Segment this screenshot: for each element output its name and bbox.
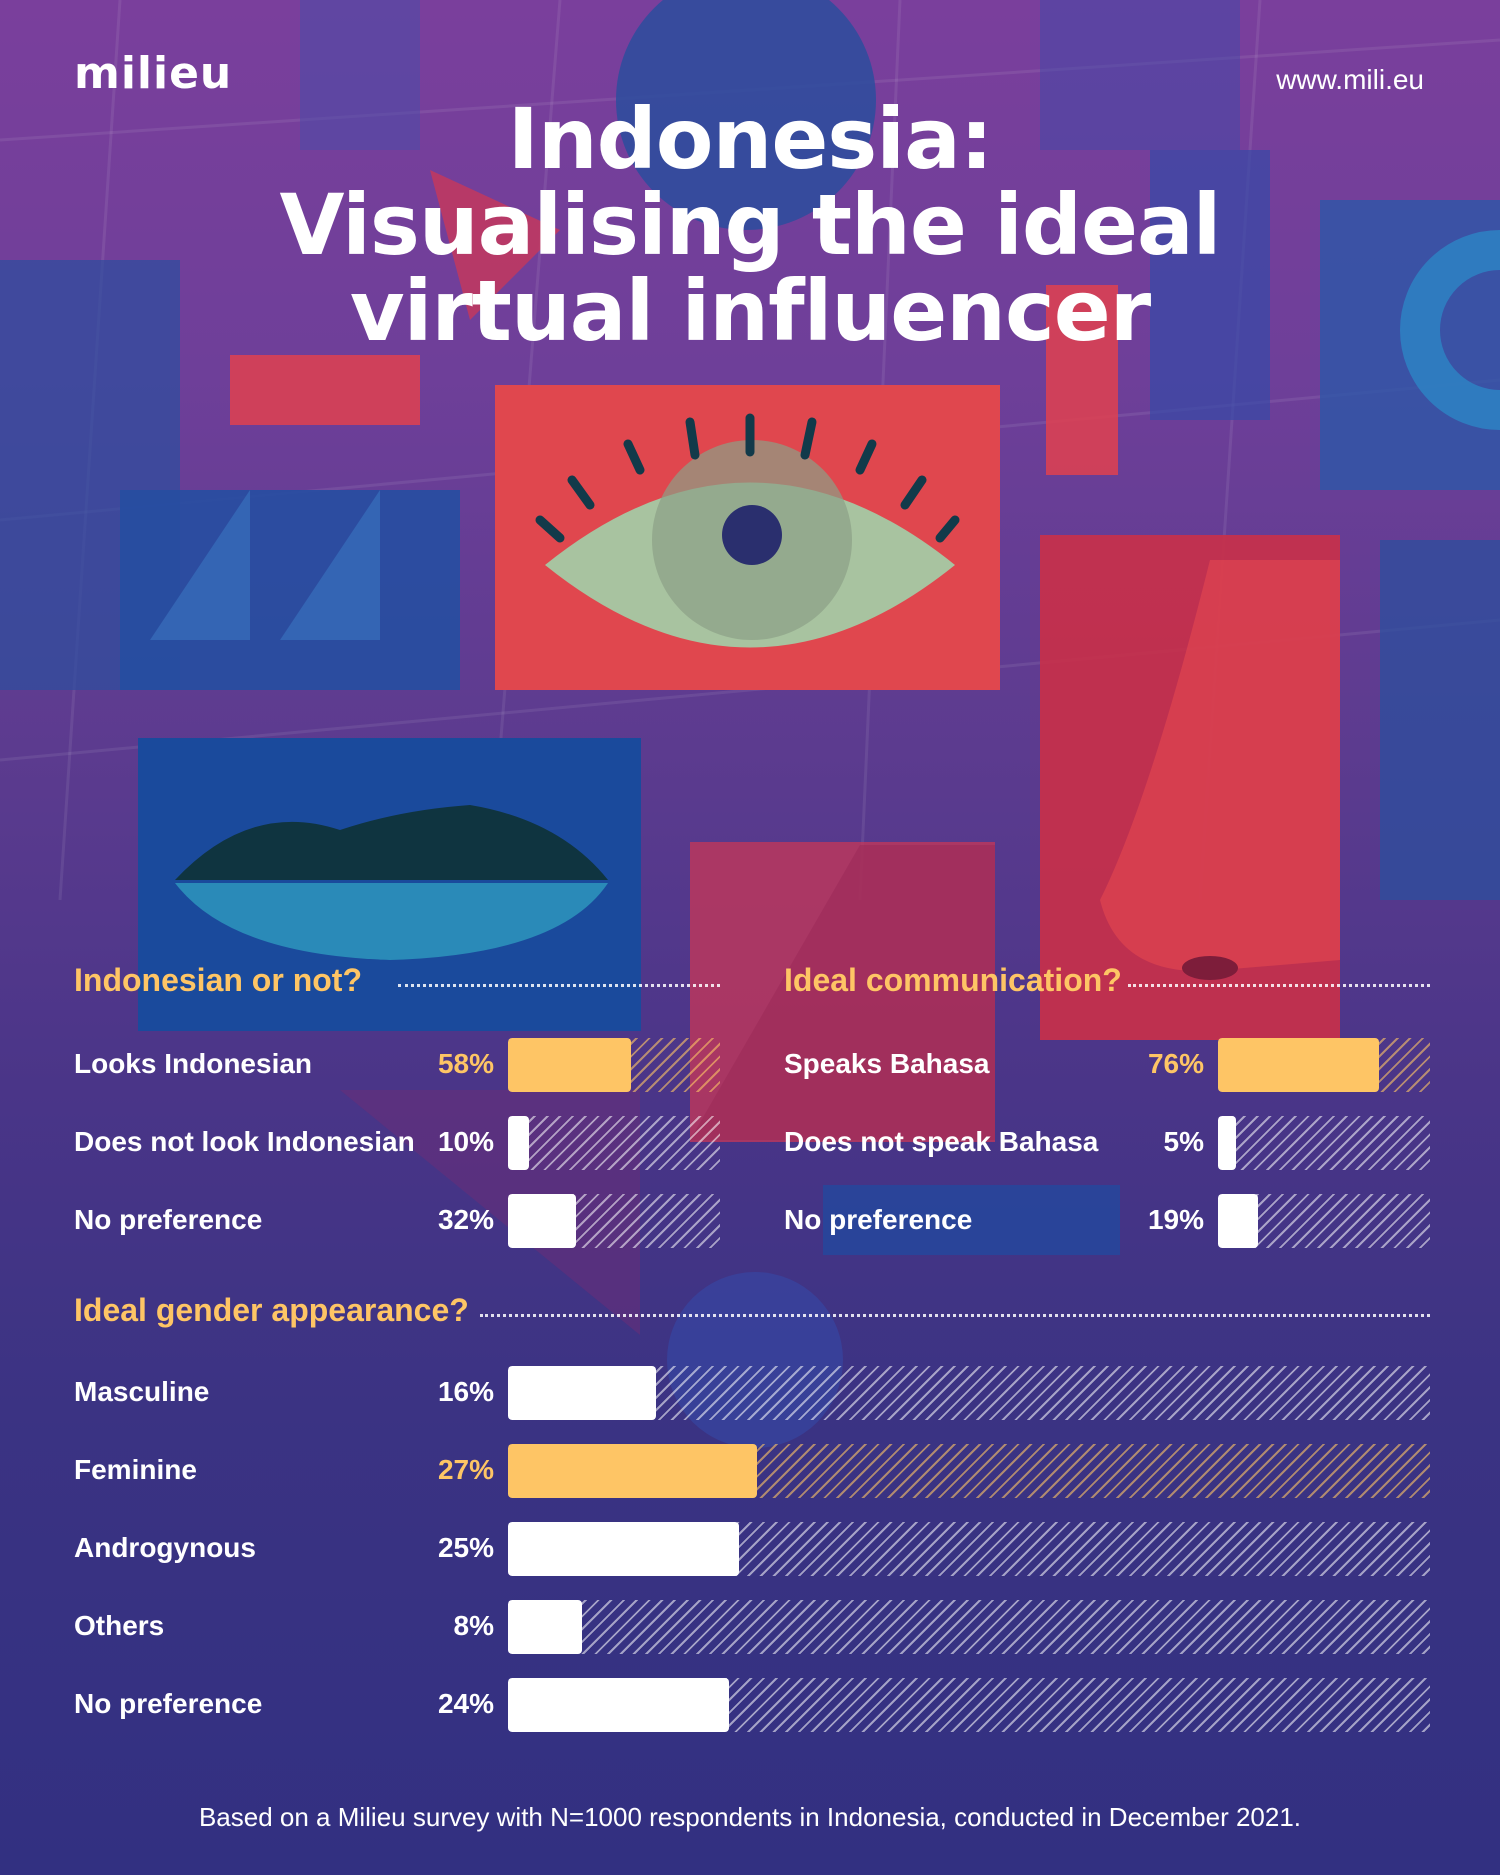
chart-2-bar-track (1218, 1194, 1430, 1248)
chart-3-category-label: Masculine (74, 1376, 210, 1407)
footer-note: Based on a Milieu survey with N=1000 res… (198, 1802, 1302, 1832)
title-line-2: Visualising the ideal (279, 176, 1222, 274)
chart-3-value-label: 27% (437, 1454, 494, 1485)
page-title: Indonesia: Visualising the ideal virtual… (150, 96, 1350, 354)
chart-3-value-label: 25% (437, 1532, 494, 1563)
chart-3-category-label: No preference (74, 1688, 263, 1719)
chart-1-category-label: Looks Indonesian (74, 1048, 313, 1079)
chart-1-bar (508, 1038, 631, 1092)
chart-1-bar-track (508, 1116, 720, 1170)
chart-2-value-label: 19% (1147, 1204, 1204, 1235)
chart-1-value-label: 10% (437, 1126, 494, 1157)
chart-1-bar-track (508, 1194, 720, 1248)
title-line-3: virtual influencer (349, 262, 1151, 360)
chart-3-bar (508, 1366, 656, 1420)
chart-3-bar (508, 1600, 582, 1654)
chart-1-divider (398, 984, 720, 987)
chart-3-bar-track (508, 1444, 1430, 1498)
chart-3-title: Ideal gender appearance? (74, 1292, 469, 1328)
chart-2-category-label: Does not speak Bahasa (784, 1126, 1099, 1157)
chart-1-bar-track (508, 1038, 720, 1092)
chart-2-title: Ideal communication? (784, 962, 1122, 998)
chart-3-category-label: Others (74, 1610, 165, 1641)
chart-1-bar (508, 1194, 576, 1248)
chart-2-category-label: Speaks Bahasa (784, 1048, 990, 1079)
title-line-1: Indonesia: (507, 90, 994, 188)
chart-3-bar (508, 1522, 739, 1576)
chart-3-value-label: 16% (437, 1376, 494, 1407)
chart-3-category-label: Feminine (74, 1454, 197, 1485)
chart-2-bar (1218, 1038, 1380, 1092)
chart-2-bar (1218, 1116, 1236, 1170)
chart-2-value-label: 5% (1163, 1126, 1204, 1157)
chart-2-bar (1218, 1194, 1259, 1248)
chart-1-value-label: 58% (437, 1048, 494, 1079)
chart-3-value-label: 24% (437, 1688, 494, 1719)
milieu-logo[interactable]: milieu (74, 48, 233, 99)
chart-2-bar-track (1218, 1038, 1430, 1092)
chart-3-bar-track (508, 1522, 1430, 1576)
chart-1-title: Indonesian or not? (74, 962, 362, 998)
website-url[interactable]: www.mili.eu (1276, 64, 1424, 95)
chart-3-bar-track (508, 1678, 1430, 1732)
chart-1-category-label: Does not look Indonesian (74, 1126, 415, 1157)
chart-2-bar-track (1218, 1116, 1430, 1170)
chart-2-value-label: 76% (1147, 1048, 1204, 1079)
chart-1-category-label: No preference (74, 1204, 263, 1235)
chart-3-bar (508, 1678, 730, 1732)
chart-3-bar (508, 1444, 757, 1498)
chart-1-bar (508, 1116, 530, 1170)
chart-3-bar-track (508, 1600, 1430, 1654)
chart-3-value-label: 8% (453, 1610, 494, 1641)
chart-3-divider (480, 1314, 1430, 1317)
chart-2-category-label: No preference (784, 1204, 973, 1235)
chart-3-bar-track (508, 1366, 1430, 1420)
chart-2-divider (1128, 984, 1430, 987)
chart-3-category-label: Androgynous (74, 1532, 256, 1563)
chart-1-value-label: 32% (437, 1204, 494, 1235)
